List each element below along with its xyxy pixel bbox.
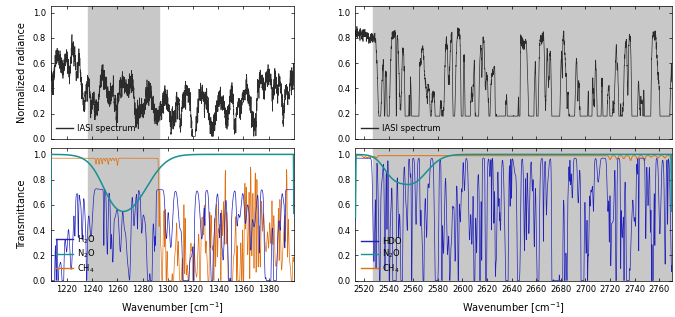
Legend: HDO, N$_2$O, CH$_4$: HDO, N$_2$O, CH$_4$ [360,235,403,276]
X-axis label: Wavenumber [cm$^{-1}$]: Wavenumber [cm$^{-1}$] [462,300,565,316]
Bar [88,148,159,281]
Legend: IASI spectrum: IASI spectrum [55,122,138,135]
Y-axis label: Transmittance: Transmittance [17,179,27,249]
Legend: IASI spectrum: IASI spectrum [360,122,442,135]
X-axis label: Wavenumber [cm$^{-1}$]: Wavenumber [cm$^{-1}$] [121,300,223,316]
Bar [88,6,159,139]
Y-axis label: Normalized radiance: Normalized radiance [17,22,27,123]
Legend: H$_2$O, N$_2$O, CH$_4$: H$_2$O, N$_2$O, CH$_4$ [55,231,97,276]
